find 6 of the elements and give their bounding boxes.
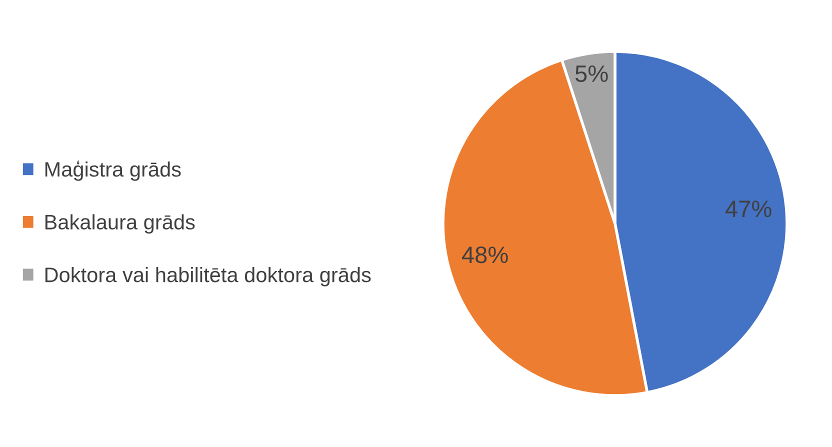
data-label: 47% <box>725 200 772 218</box>
legend-label: Doktora vai habilitēta doktora grāds <box>45 266 371 286</box>
data-label: 48% <box>462 246 508 264</box>
data-label: 5% <box>575 65 608 82</box>
legend-label: Maģistra grāds <box>45 160 181 181</box>
legend-label: Bakalaura grāds <box>45 214 195 234</box>
